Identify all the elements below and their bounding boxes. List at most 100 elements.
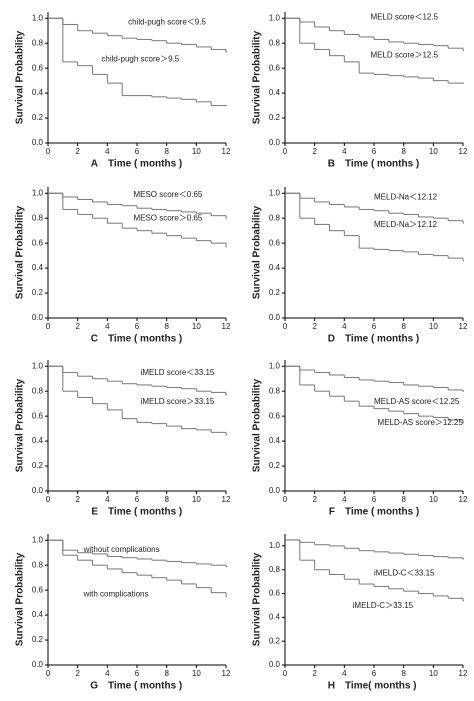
panel: 0.0 0.2 0.4 0.6 0.8 1.0 0 2 4 6 8 10 12 Survival Prob… — [15, 360, 231, 518]
y-tick-label: 0.8 — [32, 38, 44, 47]
y-tick-label: 0.6 — [32, 411, 44, 420]
axes — [47, 12, 226, 144]
y-axis-title: Survival Probability — [15, 205, 26, 299]
x-axis-title: Time ( months ) — [108, 507, 182, 518]
y-tick-label: 1.0 — [269, 361, 281, 370]
panel-label: B — [328, 159, 335, 170]
x-tick-label: 4 — [342, 495, 347, 504]
panel: 0.0 0.2 0.4 0.6 0.8 1.0 0 2 4 6 8 10 12 Survival Prob… — [252, 12, 468, 170]
x-tick-label: 10 — [429, 495, 438, 504]
x-tick-label: 10 — [192, 322, 201, 331]
y-tick-label: 0.8 — [269, 565, 281, 574]
x-tick-label: 2 — [75, 495, 80, 504]
x-tick-label: 4 — [105, 322, 110, 331]
x-tick-label: 12 — [222, 147, 231, 156]
x-tick-label: 12 — [222, 669, 231, 678]
curve-label: iMELD-C＜33.15 — [374, 568, 435, 577]
x-tick-label: 10 — [429, 669, 438, 678]
y-axis-title: Survival Probability — [252, 30, 263, 124]
panel-label: E — [91, 507, 98, 518]
curve-label: MESO score＜0.65 — [133, 190, 202, 199]
y-tick-label: 0.6 — [32, 238, 44, 247]
y-tick-label: 0.6 — [269, 63, 281, 72]
y-tick-label: 0.2 — [32, 288, 44, 297]
x-axis-title: Time ( months ) — [345, 334, 419, 345]
x-tick-label: 4 — [105, 147, 110, 156]
x-tick-label: 6 — [372, 669, 377, 678]
y-tick-label: 0.8 — [269, 386, 281, 395]
y-tick-label: 0.4 — [269, 263, 281, 272]
x-tick-label: 8 — [164, 322, 169, 331]
curve-label: MELD score＞12.5 — [370, 50, 438, 59]
panel: 0.0 0.2 0.4 0.6 0.8 1.0 0 2 4 6 8 10 12 Survival Prob… — [252, 187, 468, 345]
y-axis-title: Survival Probability — [15, 552, 26, 646]
curve-label: MELD-Na＜12.12 — [374, 193, 438, 202]
panel-label: H — [328, 681, 335, 692]
x-tick-label: 0 — [283, 147, 288, 156]
x-tick-label: 6 — [135, 322, 140, 331]
y-tick-label: 0.8 — [32, 213, 44, 222]
x-tick-label: 4 — [105, 669, 110, 678]
x-tick-label: 10 — [429, 147, 438, 156]
y-tick-label: 0.4 — [269, 612, 281, 621]
y-tick-label: 1.0 — [32, 188, 44, 197]
x-tick-label: 10 — [192, 147, 201, 156]
y-tick-label: 0.4 — [269, 436, 281, 445]
y-axis-title: Survival Probability — [252, 205, 263, 299]
panel: 0.0 0.2 0.4 0.6 0.8 1.0 0 2 4 6 8 10 12 Survival Prob… — [15, 534, 231, 692]
curve-label: MELD-Na＞12.12 — [374, 220, 438, 229]
x-tick-label: 12 — [459, 147, 468, 156]
panel: 0.0 0.2 0.4 0.6 0.8 1.0 0 2 4 6 8 10 12 Survival Prob… — [252, 534, 468, 692]
x-axis-title: Time( months ) — [345, 681, 416, 692]
curve-label: MELD-AS score＞12.25 — [378, 418, 464, 427]
x-tick-label: 8 — [401, 495, 406, 504]
curve-label: with complications — [83, 589, 149, 598]
y-axis-title: Survival Probability — [15, 30, 26, 124]
x-axis-title: Time ( months ) — [108, 681, 182, 692]
axes — [47, 360, 226, 492]
y-tick-label: 0.2 — [32, 635, 44, 644]
y-tick-label: 0.2 — [32, 461, 44, 470]
x-tick-label: 8 — [164, 669, 169, 678]
y-tick-label: 1.0 — [269, 541, 281, 550]
x-tick-label: 4 — [342, 147, 347, 156]
panel: 0.0 0.2 0.4 0.6 0.8 1.0 0 2 4 6 8 10 12 Survival Prob… — [15, 12, 231, 170]
y-tick-label: 1.0 — [32, 535, 44, 544]
y-tick-label: 0.2 — [269, 461, 281, 470]
panel-label: F — [329, 507, 335, 518]
curve-label: child-pugh score＜9.5 — [128, 18, 206, 27]
curve-label: iMELD score＞33.15 — [141, 397, 215, 406]
x-tick-label: 8 — [401, 322, 406, 331]
y-tick-label: 0.6 — [269, 589, 281, 598]
panel-label: C — [91, 334, 98, 345]
y-tick-label: 1.0 — [269, 13, 281, 22]
x-tick-label: 12 — [459, 495, 468, 504]
y-tick-label: 0.8 — [32, 386, 44, 395]
x-tick-label: 12 — [222, 322, 231, 331]
panel-label: A — [91, 159, 98, 170]
y-tick-label: 0.8 — [269, 38, 281, 47]
x-tick-label: 6 — [135, 495, 140, 504]
x-tick-label: 2 — [312, 495, 317, 504]
x-tick-label: 0 — [46, 495, 51, 504]
x-tick-label: 0 — [46, 322, 51, 331]
y-tick-label: 0.4 — [32, 436, 44, 445]
y-tick-label: 0.4 — [32, 263, 44, 272]
x-tick-label: 6 — [372, 147, 377, 156]
y-tick-label: 0.0 — [32, 138, 44, 147]
x-tick-label: 8 — [401, 669, 406, 678]
curve-label: iMELD-C＞33.15 — [353, 601, 414, 610]
y-axis-title: Survival Probability — [252, 552, 263, 646]
y-tick-label: 0.0 — [32, 660, 44, 669]
y-tick-label: 0.4 — [269, 88, 281, 97]
axes — [284, 187, 463, 319]
x-tick-label: 2 — [75, 669, 80, 678]
y-tick-label: 1.0 — [32, 361, 44, 370]
curve-label: iMELD score＜33.15 — [141, 368, 215, 377]
x-tick-label: 0 — [46, 147, 51, 156]
y-tick-label: 0.0 — [269, 138, 281, 147]
panel-label: D — [328, 334, 335, 345]
curve-label: child-pugh score＞9.5 — [101, 54, 179, 63]
x-tick-label: 4 — [105, 495, 110, 504]
